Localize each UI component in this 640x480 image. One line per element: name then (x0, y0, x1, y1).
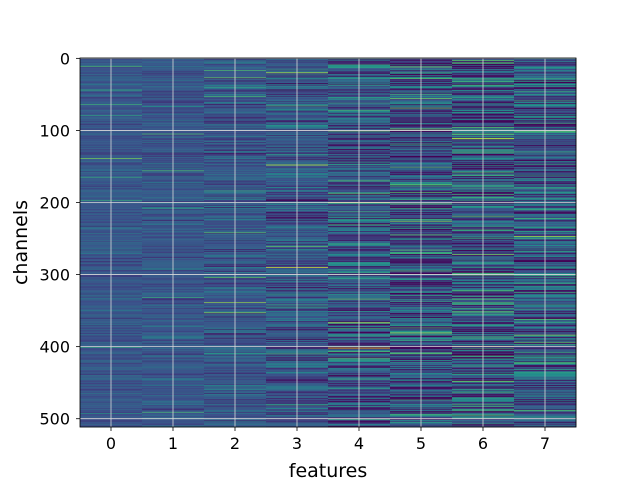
grid-lines (80, 57, 576, 427)
x-tick-label: 0 (106, 434, 116, 453)
x-tick-label: 4 (354, 434, 364, 453)
y-tick-label: 200 (39, 194, 70, 213)
y-axis-label: channels (10, 200, 32, 285)
y-tick-label: 500 (39, 410, 70, 429)
y-axis-ticks: 0 100 200 300 400 500 (39, 49, 80, 429)
x-tick-label: 2 (230, 434, 240, 453)
x-tick-label: 5 (416, 434, 426, 453)
x-tick-label: 1 (168, 434, 178, 453)
y-tick-label: 400 (39, 338, 70, 357)
x-tick-label: 3 (292, 434, 302, 453)
plot-frame (79, 57, 577, 428)
y-tick-label: 300 (39, 266, 70, 285)
x-tick-label: 6 (478, 434, 488, 453)
x-axis-ticks: 0 1 2 3 4 5 6 7 (106, 427, 550, 453)
x-tick-label: 7 (540, 434, 550, 453)
y-tick-label: 100 (39, 121, 70, 140)
y-tick-label: 0 (60, 49, 70, 68)
heatmap-body (80, 58, 577, 428)
x-axis-label: features (289, 460, 368, 480)
